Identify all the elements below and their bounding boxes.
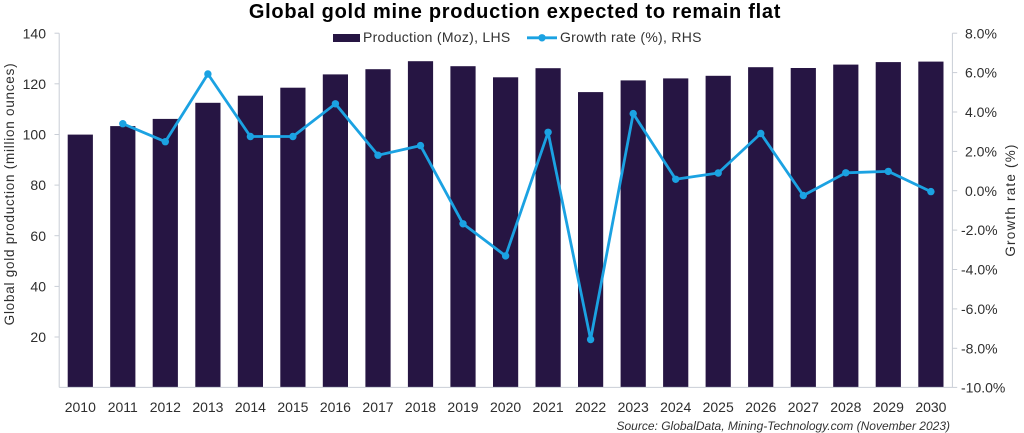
svg-text:-6.0%: -6.0%	[961, 301, 998, 317]
svg-text:80: 80	[30, 177, 46, 193]
svg-text:2019: 2019	[447, 399, 478, 415]
svg-text:-4.0%: -4.0%	[961, 262, 998, 278]
svg-text:20: 20	[30, 329, 46, 345]
svg-text:140: 140	[23, 25, 47, 41]
svg-text:2025: 2025	[703, 399, 734, 415]
svg-text:2026: 2026	[745, 399, 776, 415]
svg-text:4.0%: 4.0%	[965, 104, 997, 120]
svg-text:2015: 2015	[277, 399, 308, 415]
svg-text:Growth rate (%), RHS: Growth rate (%), RHS	[560, 29, 702, 45]
svg-text:2.0%: 2.0%	[965, 144, 997, 160]
svg-text:2014: 2014	[235, 399, 266, 415]
svg-text:2027: 2027	[788, 399, 819, 415]
svg-text:Production (Moz), LHS: Production (Moz), LHS	[363, 29, 511, 45]
svg-text:6.0%: 6.0%	[965, 65, 997, 81]
svg-text:2029: 2029	[873, 399, 904, 415]
svg-text:2018: 2018	[405, 399, 436, 415]
svg-text:2030: 2030	[915, 399, 946, 415]
svg-text:2016: 2016	[320, 399, 351, 415]
svg-text:Global gold mine production ex: Global gold mine production expected to …	[249, 1, 781, 23]
svg-text:2020: 2020	[490, 399, 521, 415]
svg-text:2017: 2017	[362, 399, 393, 415]
svg-text:2021: 2021	[533, 399, 564, 415]
svg-text:Source: GlobalData, Mining-Tec: Source: GlobalData, Mining-Technology.co…	[617, 419, 951, 433]
svg-text:2010: 2010	[65, 399, 96, 415]
svg-text:-2.0%: -2.0%	[961, 222, 998, 238]
svg-text:8.0%: 8.0%	[965, 25, 997, 41]
svg-text:40: 40	[30, 279, 46, 295]
svg-text:2023: 2023	[618, 399, 649, 415]
svg-text:2028: 2028	[830, 399, 861, 415]
svg-text:-8.0%: -8.0%	[961, 340, 998, 356]
svg-text:Global gold production (millio: Global gold production (million ounces)	[2, 63, 17, 326]
svg-text:-10.0%: -10.0%	[961, 380, 1005, 396]
svg-text:Growth rate (%): Growth rate (%)	[1003, 143, 1018, 256]
svg-text:100: 100	[23, 127, 47, 143]
svg-text:120: 120	[23, 76, 47, 92]
svg-text:2012: 2012	[150, 399, 181, 415]
svg-text:2011: 2011	[108, 399, 138, 415]
svg-text:2013: 2013	[192, 399, 223, 415]
svg-text:0.0%: 0.0%	[965, 183, 997, 199]
svg-text:2024: 2024	[660, 399, 691, 415]
svg-text:2022: 2022	[575, 399, 606, 415]
svg-text:60: 60	[30, 228, 46, 244]
